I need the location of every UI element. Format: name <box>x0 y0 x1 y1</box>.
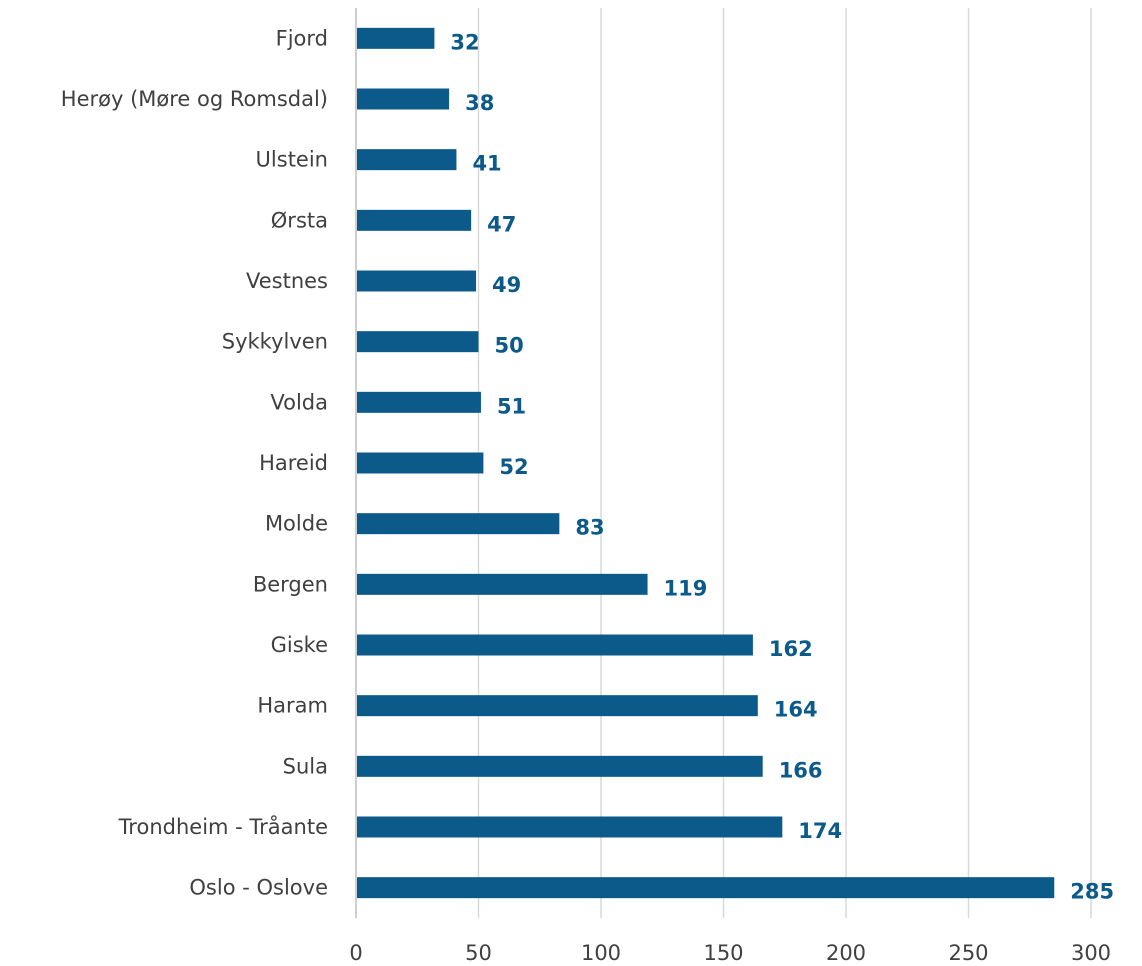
bars <box>357 27 1055 899</box>
bar <box>357 573 648 595</box>
bar-value-label: 285 <box>1070 880 1114 904</box>
bar-value-label: 164 <box>774 698 818 722</box>
category-label: Trondheim - Tråante <box>118 814 328 839</box>
x-tick-label: 150 <box>703 941 743 965</box>
bar <box>357 149 457 171</box>
category-label: Hareid <box>259 451 328 475</box>
x-tick-label: 0 <box>349 941 362 965</box>
bar <box>357 331 479 353</box>
category-labels: Fjord Herøy (Møre og Romsdal) Ulstein Ørsta… <box>61 26 328 899</box>
x-tick-label: 50 <box>465 941 492 965</box>
category-label: Sula <box>283 754 328 778</box>
bar-value-label: 174 <box>798 819 842 843</box>
bar-value-label: 52 <box>499 455 528 479</box>
bar-value-label: 50 <box>495 334 524 358</box>
bar-value-label: 47 <box>487 212 516 236</box>
category-label: Vestnes <box>246 269 328 293</box>
bar-value-label: 83 <box>575 516 604 540</box>
x-tick-label: 100 <box>581 941 621 965</box>
category-label: Molde <box>265 512 328 536</box>
bar <box>357 695 758 717</box>
bar <box>357 391 481 413</box>
category-label: Volda <box>270 390 328 414</box>
bar-value-label: 119 <box>664 576 708 600</box>
category-label: Herøy (Møre og Romsdal) <box>61 87 328 111</box>
x-tick-labels: 0 50 100 150 200 250 300 <box>349 941 1111 965</box>
bar-value-label: 49 <box>492 273 521 297</box>
bar <box>357 634 753 656</box>
category-label: Ørsta <box>271 208 328 232</box>
bar <box>357 755 763 777</box>
x-tick-label: 200 <box>826 941 866 965</box>
category-label: Bergen <box>253 572 328 596</box>
category-label: Giske <box>271 633 328 657</box>
category-label: Ulstein <box>256 148 328 172</box>
bar <box>357 209 472 231</box>
category-label: Oslo - Oslove <box>189 876 328 900</box>
category-label: Fjord <box>276 26 328 50</box>
x-tick-label: 250 <box>948 941 988 965</box>
category-label: Sykkylven <box>222 330 328 354</box>
category-label: Haram <box>257 694 328 718</box>
bar <box>357 513 560 535</box>
value-labels: 32 38 41 47 49 50 51 52 83 119 162 164 166 174 285 <box>450 30 1114 903</box>
bar <box>357 270 477 292</box>
bar-value-label: 41 <box>472 152 501 176</box>
bar-value-label: 38 <box>465 91 494 115</box>
bar-value-label: 162 <box>769 637 813 661</box>
bar <box>357 452 484 474</box>
bar <box>357 88 450 110</box>
bar-value-label: 166 <box>779 758 823 782</box>
bar <box>357 27 435 49</box>
bar <box>357 816 783 838</box>
gridlines <box>355 8 1092 918</box>
x-tick-label: 300 <box>1071 941 1111 965</box>
bar-value-label: 51 <box>497 394 526 418</box>
bar <box>357 877 1055 899</box>
bar-value-label: 32 <box>450 30 479 54</box>
